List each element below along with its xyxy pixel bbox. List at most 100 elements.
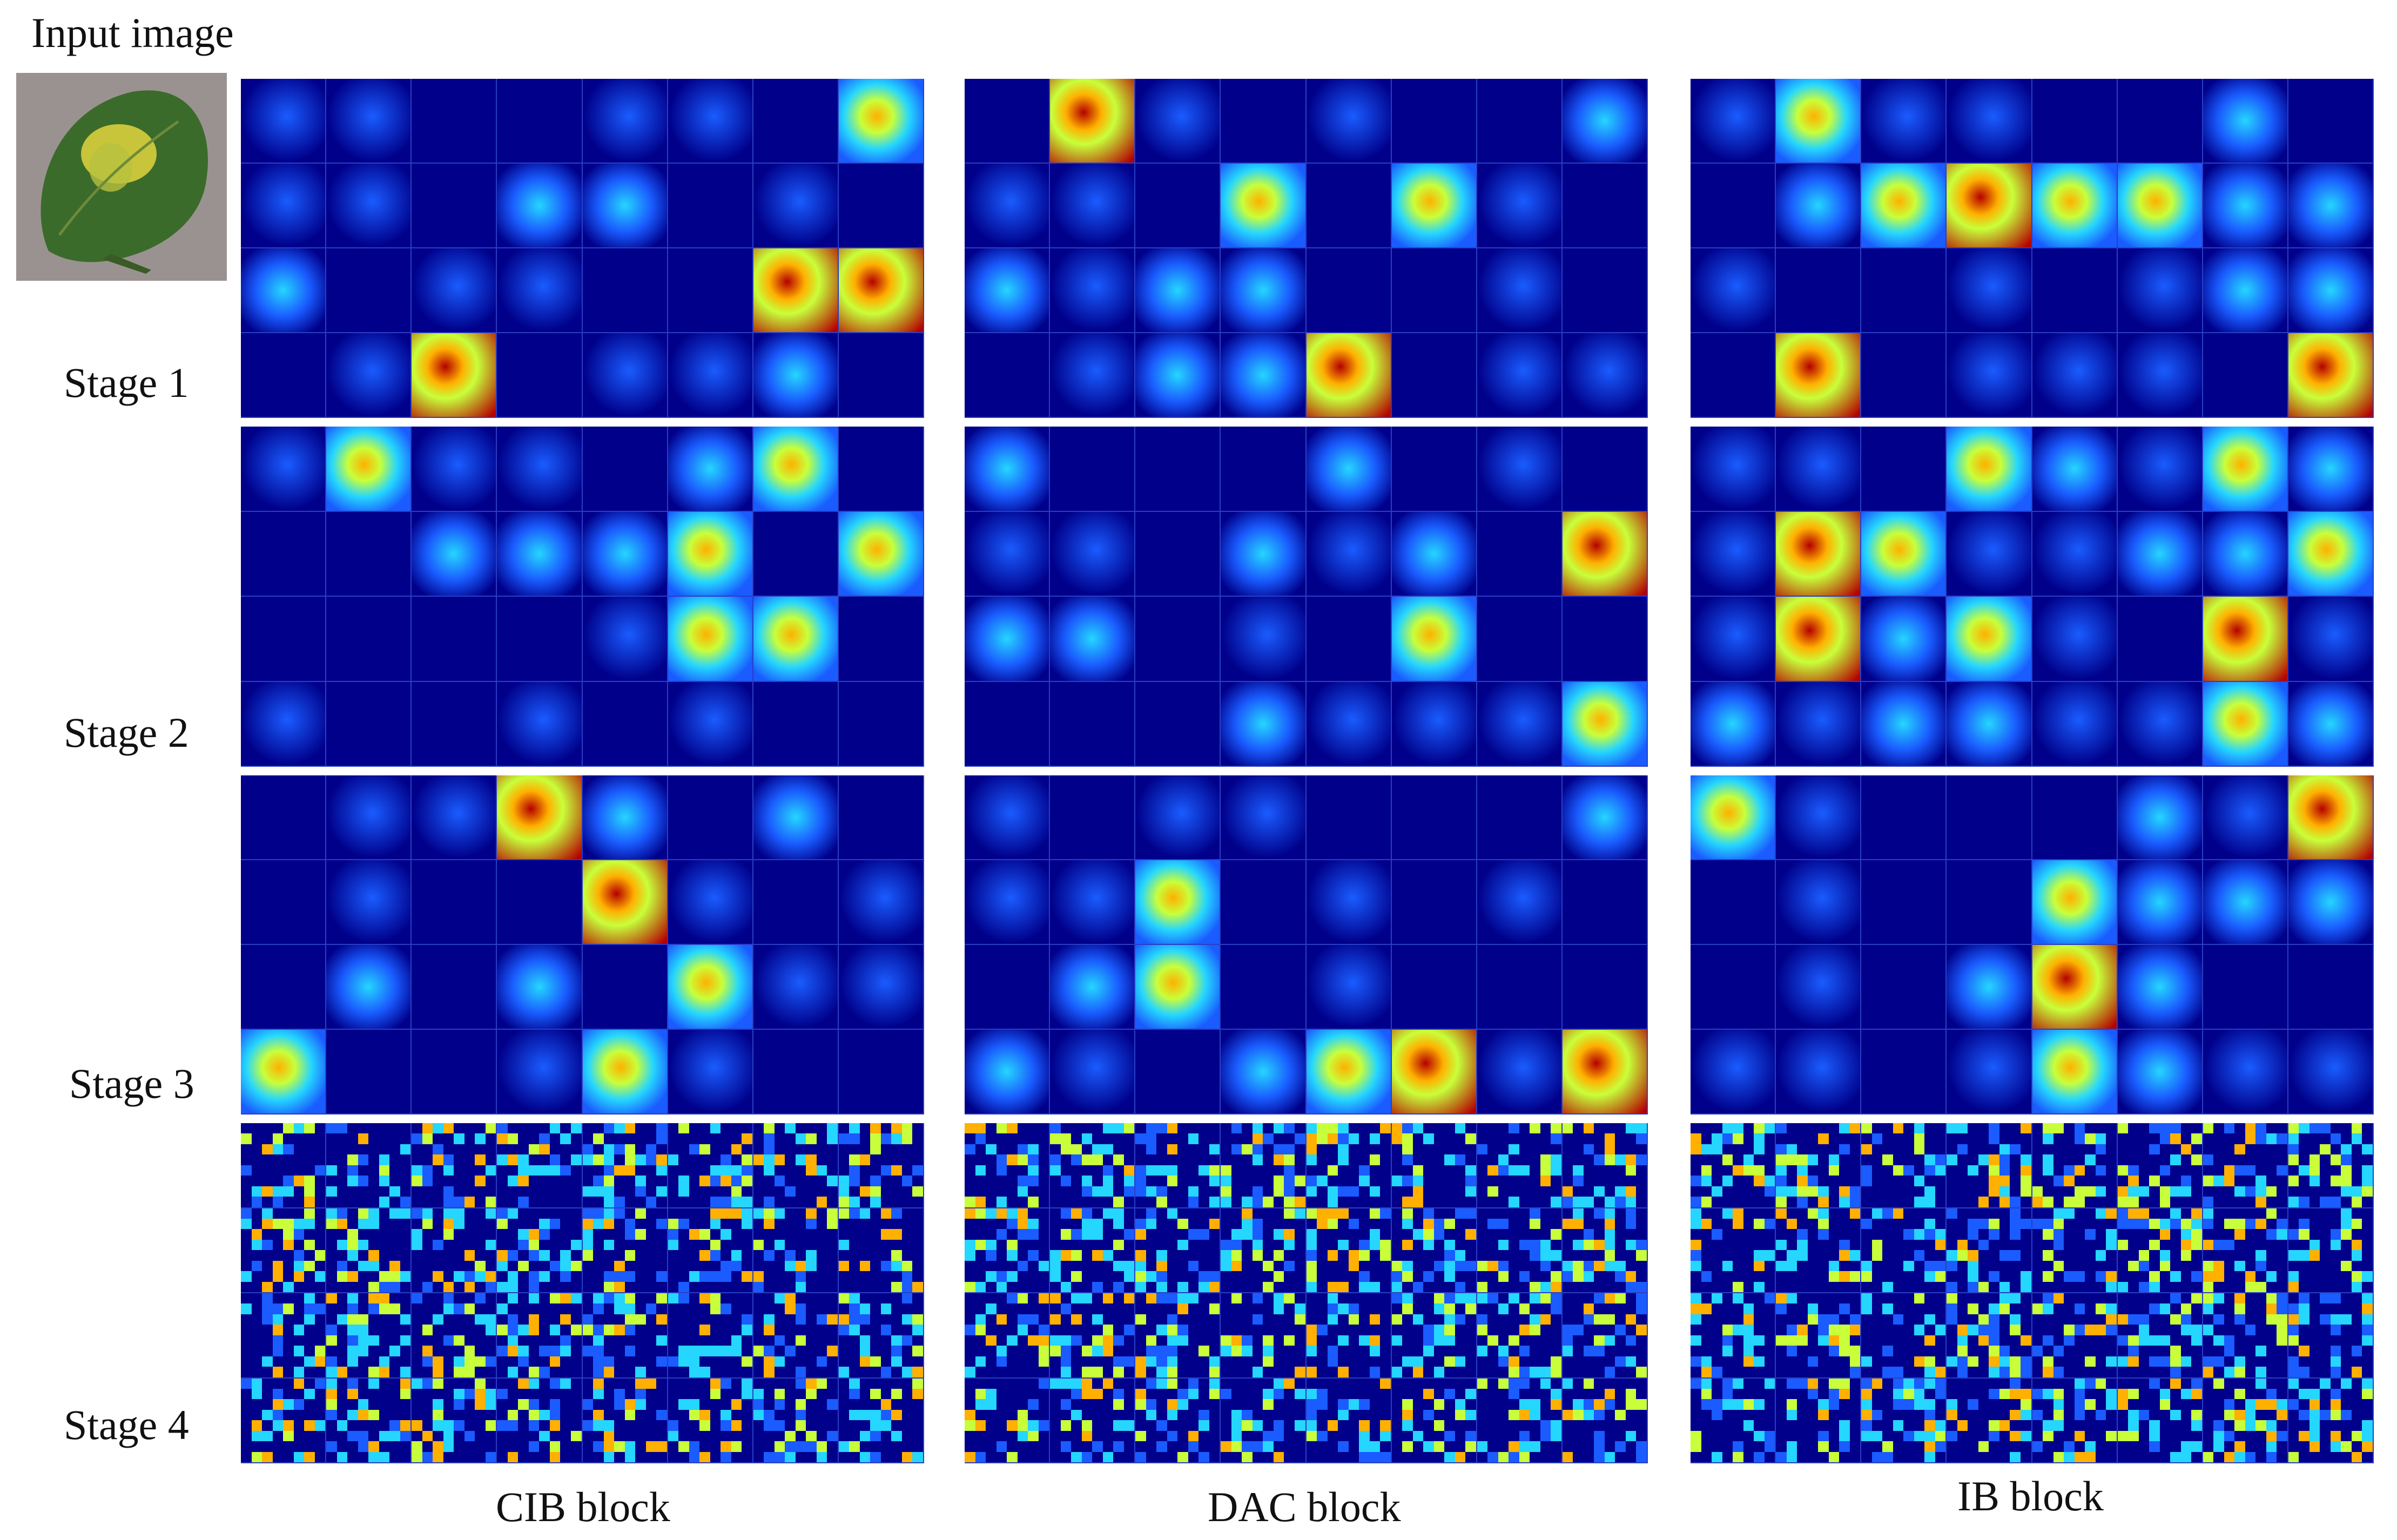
feature-map bbox=[582, 597, 668, 682]
feature-map bbox=[1391, 681, 1477, 767]
feature-map bbox=[753, 1378, 839, 1463]
feature-map bbox=[2032, 164, 2118, 248]
feature-map bbox=[1562, 1208, 1648, 1293]
feature-map bbox=[241, 775, 327, 860]
feature-map bbox=[2032, 597, 2118, 682]
feature-map bbox=[2032, 1208, 2118, 1293]
feature-map bbox=[2032, 511, 2118, 597]
feature-map bbox=[1221, 775, 1307, 860]
feature-map bbox=[1477, 775, 1563, 860]
feature-map bbox=[1306, 1378, 1392, 1463]
feature-map bbox=[2288, 597, 2374, 682]
feature-map bbox=[668, 1208, 753, 1293]
feature-map bbox=[412, 1030, 497, 1115]
feature-map bbox=[1135, 164, 1221, 248]
feature-map bbox=[1947, 681, 2032, 767]
feature-map bbox=[412, 1123, 497, 1208]
feature-map bbox=[241, 1208, 327, 1293]
feature-map bbox=[1691, 681, 1776, 767]
feature-map bbox=[1391, 511, 1477, 597]
feature-map bbox=[1221, 1378, 1307, 1463]
feature-map bbox=[753, 945, 839, 1030]
feature-map bbox=[1306, 775, 1392, 860]
feature-map bbox=[1691, 1208, 1776, 1293]
feature-map bbox=[2288, 1293, 2374, 1379]
feature-map bbox=[1947, 1030, 2032, 1115]
feature-map bbox=[2032, 1378, 2118, 1463]
feature-map bbox=[1562, 1378, 1648, 1463]
feature-map bbox=[1221, 248, 1307, 333]
feature-map bbox=[1947, 1293, 2032, 1379]
stage-1-label: Stage 1 bbox=[64, 359, 189, 406]
feature-map bbox=[2032, 945, 2118, 1030]
feature-map bbox=[1776, 1030, 1862, 1115]
feature-map bbox=[965, 1123, 1051, 1208]
feature-map bbox=[2288, 79, 2374, 164]
feature-map bbox=[2203, 1208, 2288, 1293]
feature-map bbox=[2032, 248, 2118, 333]
feature-map bbox=[1691, 1123, 1776, 1208]
feature-map bbox=[2203, 945, 2288, 1030]
feature-map bbox=[1947, 248, 2032, 333]
feature-map bbox=[1861, 860, 1947, 945]
feature-map bbox=[241, 945, 327, 1030]
feature-map bbox=[1050, 333, 1136, 418]
feature-map bbox=[2288, 511, 2374, 597]
feature-map bbox=[965, 945, 1051, 1030]
feature-map bbox=[838, 597, 924, 682]
feature-map bbox=[1776, 1293, 1862, 1379]
feature-map bbox=[838, 860, 924, 945]
feature-map bbox=[2032, 860, 2118, 945]
feature-map bbox=[838, 333, 924, 418]
feature-map bbox=[1477, 1378, 1563, 1463]
feature-map bbox=[241, 333, 327, 418]
feature-map bbox=[582, 1208, 668, 1293]
feature-map bbox=[2117, 860, 2203, 945]
feature-map bbox=[1477, 427, 1563, 512]
feature-map bbox=[965, 333, 1051, 418]
feature-map bbox=[1947, 1378, 2032, 1463]
feature-map bbox=[2032, 79, 2118, 164]
feature-map bbox=[753, 427, 839, 512]
feature-map bbox=[1691, 1378, 1776, 1463]
feature-map bbox=[838, 79, 924, 164]
feature-map bbox=[965, 164, 1051, 248]
feature-map bbox=[1050, 1378, 1136, 1463]
feature-map bbox=[1391, 1293, 1477, 1379]
stage-4-label: Stage 4 bbox=[64, 1401, 189, 1448]
feature-map bbox=[838, 681, 924, 767]
feature-map bbox=[1391, 164, 1477, 248]
feature-map bbox=[1861, 248, 1947, 333]
feature-map bbox=[497, 1208, 583, 1293]
feature-map bbox=[753, 164, 839, 248]
feature-map bbox=[2203, 164, 2288, 248]
ib-stage-3-feature-grid bbox=[1691, 775, 2374, 1115]
feature-map bbox=[1221, 511, 1307, 597]
feature-map bbox=[1776, 79, 1862, 164]
feature-map bbox=[1050, 681, 1136, 767]
feature-map bbox=[1477, 860, 1563, 945]
feature-map bbox=[2117, 597, 2203, 682]
feature-map bbox=[497, 248, 583, 333]
feature-map bbox=[838, 1030, 924, 1115]
feature-map bbox=[2117, 945, 2203, 1030]
feature-map bbox=[1050, 427, 1136, 512]
feature-map bbox=[1776, 511, 1862, 597]
feature-map bbox=[838, 775, 924, 860]
feature-map bbox=[753, 860, 839, 945]
feature-map bbox=[965, 860, 1051, 945]
feature-map bbox=[1135, 427, 1221, 512]
feature-map bbox=[965, 681, 1051, 767]
feature-map bbox=[1306, 427, 1392, 512]
feature-map bbox=[241, 511, 327, 597]
feature-map bbox=[326, 248, 412, 333]
feature-map bbox=[668, 597, 753, 682]
feature-map bbox=[1861, 1123, 1947, 1208]
feature-map bbox=[241, 79, 327, 164]
feature-map bbox=[2288, 681, 2374, 767]
feature-map bbox=[497, 511, 583, 597]
feature-map bbox=[1562, 681, 1648, 767]
feature-map bbox=[1391, 775, 1477, 860]
feature-map bbox=[1391, 1030, 1477, 1115]
feature-map bbox=[1391, 1123, 1477, 1208]
